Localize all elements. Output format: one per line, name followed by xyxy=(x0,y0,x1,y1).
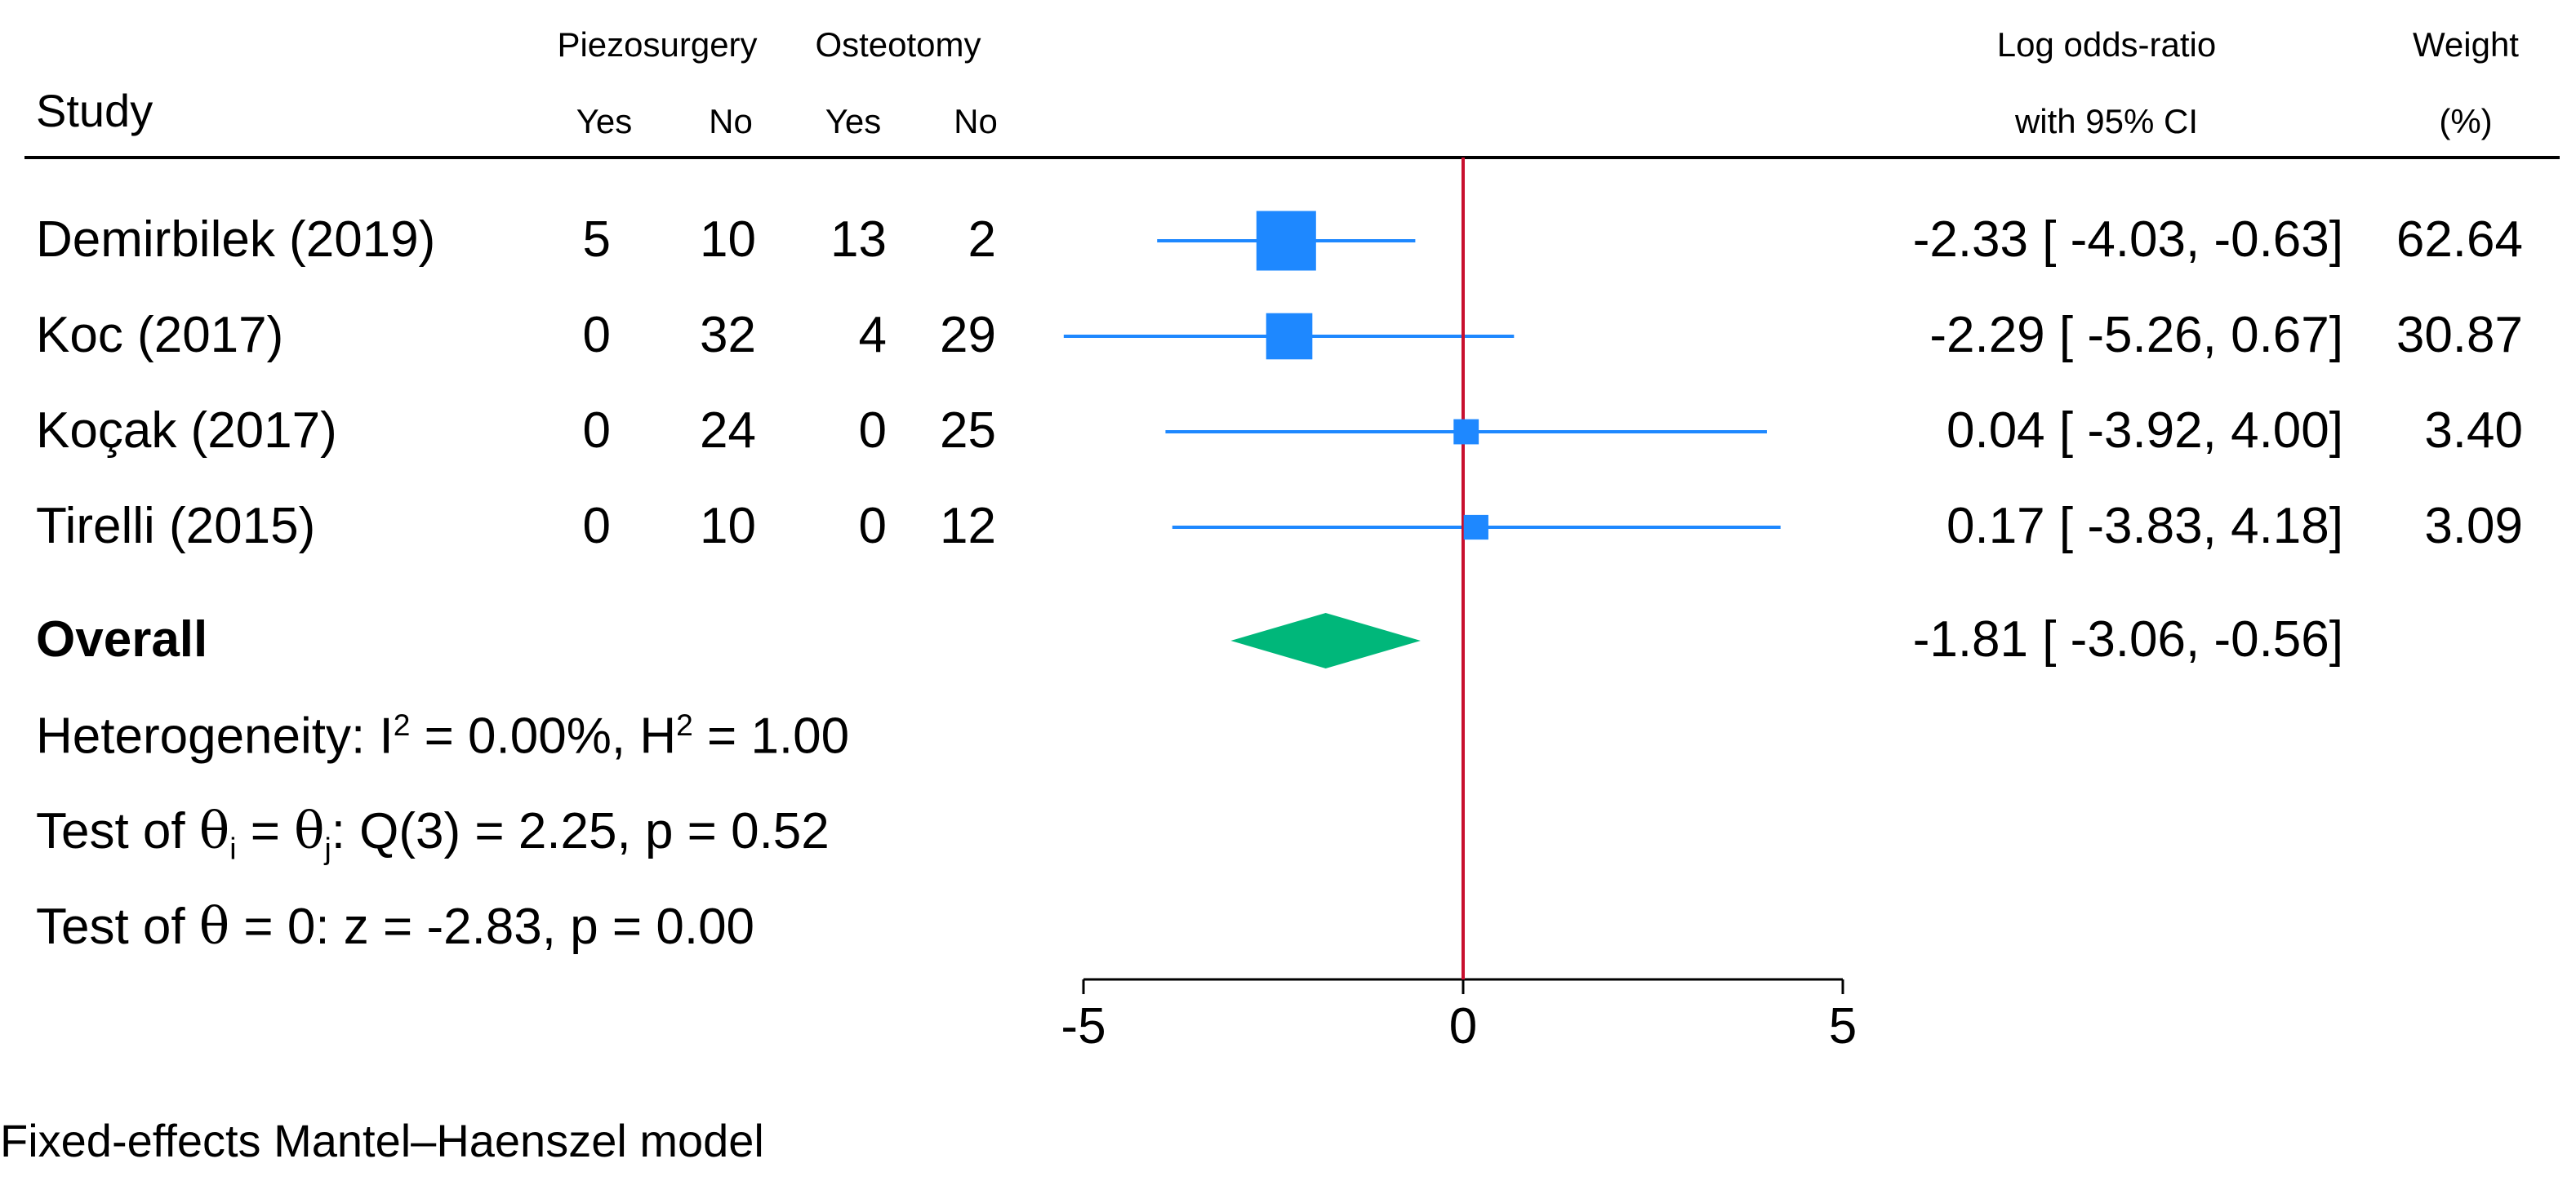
study-marker xyxy=(1266,313,1313,360)
effect-ci-text: 0.17 [ -3.83, 4.18] xyxy=(1946,498,2343,554)
header-weight-line2: (%) xyxy=(2439,102,2493,140)
header-no-b: No xyxy=(954,102,998,140)
x-tick-label: 5 xyxy=(1829,998,1857,1055)
cell-b-no: 29 xyxy=(940,307,996,363)
header-study: Study xyxy=(36,85,153,136)
heterogeneity-text: Heterogeneity: I2 = 0.00%, H2 = 1.00 xyxy=(36,708,850,765)
weight-text: 30.87 xyxy=(2396,307,2523,363)
cell-b-no: 12 xyxy=(940,498,996,554)
header-no-a: No xyxy=(709,102,753,140)
cell-a-no: 24 xyxy=(700,402,756,459)
study-name: Tirelli (2015) xyxy=(36,498,316,554)
effect-ci-text: 0.04 [ -3.92, 4.00] xyxy=(1946,402,2343,459)
cell-a-yes: 0 xyxy=(582,498,611,554)
overall-ci-text: -1.81 [ -3.06, -0.56] xyxy=(1912,611,2343,668)
study-marker xyxy=(1453,419,1479,445)
cell-a-no: 10 xyxy=(700,211,756,268)
model-footnote: Fixed-effects Mantel–Haenszel model xyxy=(0,1115,764,1166)
cell-a-no: 10 xyxy=(700,498,756,554)
cell-a-yes: 5 xyxy=(582,211,611,268)
x-tick-label: -5 xyxy=(1061,998,1106,1055)
study-name: Demirbilek (2019) xyxy=(36,211,436,268)
study-name: Koçak (2017) xyxy=(36,402,337,459)
study-name: Koc (2017) xyxy=(36,307,284,363)
effect-ci-text: -2.29 [ -5.26, 0.67] xyxy=(1929,307,2343,363)
cell-a-yes: 0 xyxy=(582,307,611,363)
header-yes-b: Yes xyxy=(825,102,882,140)
study-marker xyxy=(1463,514,1488,540)
cell-b-no: 25 xyxy=(940,402,996,459)
effect-ci-text: -2.33 [ -4.03, -0.63] xyxy=(1912,211,2343,268)
cell-b-yes: 4 xyxy=(858,307,887,363)
x-tick-label: 0 xyxy=(1449,998,1477,1055)
header-effect-line1: Log odds-ratio xyxy=(1996,25,2217,64)
header-group-osteotomy: Osteotomy xyxy=(815,25,981,64)
weight-text: 3.09 xyxy=(2424,498,2523,554)
cell-a-yes: 0 xyxy=(582,402,611,459)
cell-a-no: 32 xyxy=(700,307,756,363)
header-group-piezosurgery: Piezosurgery xyxy=(557,25,758,64)
header-effect-line2: with 95% CI xyxy=(2014,102,2199,140)
weight-text: 62.64 xyxy=(2396,211,2523,268)
header-weight-line1: Weight xyxy=(2413,25,2519,64)
cell-b-yes: 13 xyxy=(830,211,887,268)
cell-b-no: 2 xyxy=(968,211,996,268)
z-test-text: Test of θ = 0: z = -2.83, p = 0.00 xyxy=(36,896,755,956)
cell-b-yes: 0 xyxy=(858,498,887,554)
study-marker xyxy=(1256,211,1316,271)
overall-diamond xyxy=(1230,613,1421,668)
overall-label: Overall xyxy=(36,611,208,668)
weight-text: 3.40 xyxy=(2424,402,2523,459)
header-yes-a: Yes xyxy=(576,102,633,140)
cell-b-yes: 0 xyxy=(858,402,887,459)
q-test-text: Test of θi = θj: Q(3) = 2.25, p = 0.52 xyxy=(36,801,830,866)
